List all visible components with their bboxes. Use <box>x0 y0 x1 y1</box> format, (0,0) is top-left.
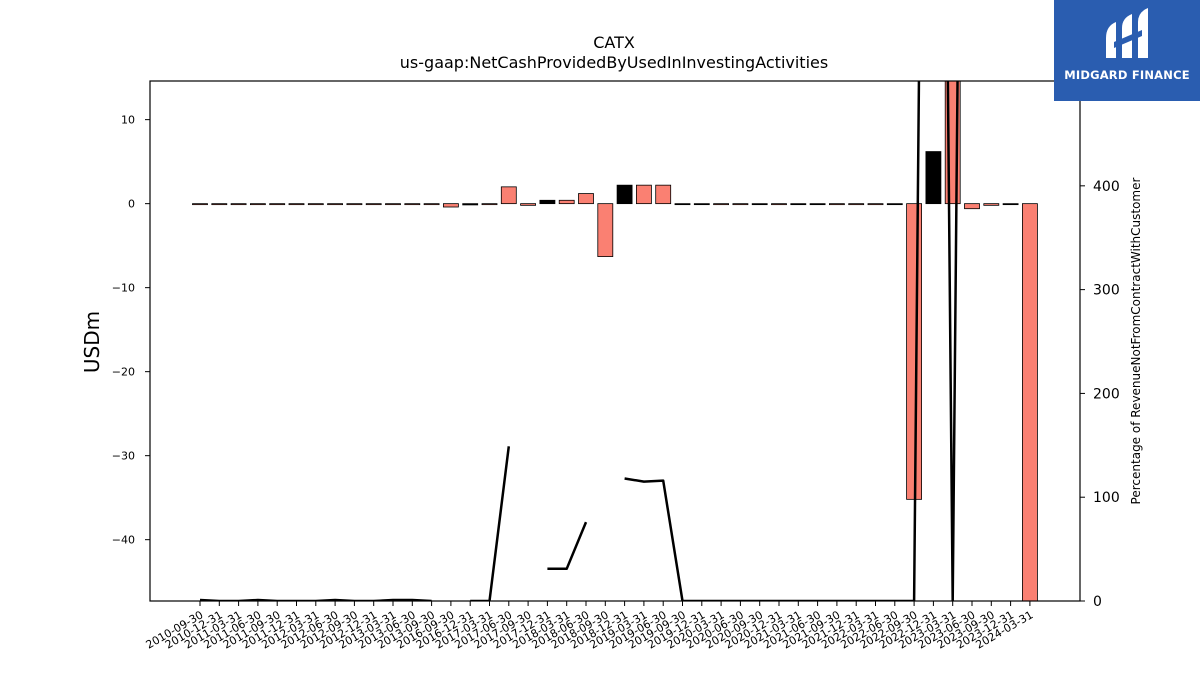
bar-2010-12-31 <box>211 203 228 206</box>
bar-2011-12-31 <box>288 203 305 206</box>
bar-2023-09-30 <box>983 203 1000 206</box>
bar-2018-03-31 <box>558 199 575 205</box>
y2-tick-label: 0 <box>1093 594 1102 610</box>
bar-2022-03-31 <box>867 203 884 206</box>
line-series <box>200 0 1011 601</box>
bar-2020-12-31 <box>771 203 787 206</box>
bar-2021-12-31 <box>848 203 865 206</box>
bar-2012-06-30 <box>327 203 344 206</box>
bar-2022-06-30 <box>886 203 903 206</box>
y-axis-label: USDm <box>80 311 104 373</box>
bar-2013-09-30 <box>423 203 440 206</box>
bar-2020-03-31 <box>713 203 729 206</box>
y2-tick-label: 100 <box>1093 490 1120 506</box>
bar-2018-09-30 <box>597 203 614 257</box>
bar-2020-06-30 <box>732 203 749 206</box>
bar-2017-12-31 <box>539 199 556 205</box>
bar-2012-03-31 <box>307 203 324 206</box>
y-tick-label: −20 <box>112 366 135 379</box>
bar-2017-06-30 <box>500 186 517 205</box>
bar-2011-09-30 <box>269 203 286 206</box>
bar-2022-12-31 <box>925 151 942 205</box>
bar-2016-09-30 <box>442 203 459 208</box>
bar-2020-09-30 <box>751 203 768 206</box>
bar-2012-12-31 <box>365 203 382 206</box>
bar-2021-09-30 <box>829 203 845 206</box>
y-tick-label: 10 <box>121 114 135 127</box>
plot-frame <box>149 80 1081 602</box>
bar-2019-09-30 <box>674 203 691 206</box>
logo-text: MIDGARD FINANCE <box>1064 68 1190 82</box>
y-tick-label: −30 <box>112 450 135 463</box>
midgard-logo-icon <box>1106 8 1148 58</box>
y-tick-label: −40 <box>112 534 135 547</box>
bar-2017-03-31 <box>481 203 498 206</box>
chart-subtitle: us-gaap:NetCashProvidedByUsedInInvesting… <box>400 53 828 72</box>
bar-2021-03-31 <box>790 203 807 206</box>
bar-2017-09-30 <box>520 203 536 206</box>
y2-axis-label: Percentage of RevenueNotFromContractWith… <box>1129 178 1143 505</box>
bar-2010-09-30 <box>192 203 208 206</box>
bar-2013-03-31 <box>385 203 401 206</box>
bar-2011-06-30 <box>249 203 266 206</box>
y2-tick-label: 200 <box>1093 386 1120 402</box>
bar-2016-12-31 <box>462 203 479 206</box>
bar-2023-06-30 <box>964 203 980 210</box>
bar-2019-12-31 <box>693 203 710 206</box>
bar-2013-06-30 <box>404 203 421 206</box>
bar-2022-09-30 <box>906 203 922 500</box>
y-tick-label: −10 <box>112 282 135 295</box>
bar-2021-06-30 <box>809 203 826 206</box>
bar-2012-09-30 <box>346 203 363 206</box>
chart-title: CATX <box>593 33 635 52</box>
bar-2018-12-31 <box>616 184 633 205</box>
bar-2024-03-31 <box>1022 203 1038 601</box>
bar-2023-12-31 <box>1002 203 1019 206</box>
y-tick-label: 0 <box>128 198 135 211</box>
y2-tick-label: 300 <box>1093 283 1120 299</box>
bar-2019-03-31 <box>636 184 652 205</box>
logo: MIDGARD FINANCE <box>1054 0 1200 101</box>
bar-2019-06-30 <box>655 184 672 205</box>
y2-tick-label: 400 <box>1093 179 1120 195</box>
bar-2011-03-31 <box>230 203 247 206</box>
bar-2018-06-30 <box>578 193 594 205</box>
